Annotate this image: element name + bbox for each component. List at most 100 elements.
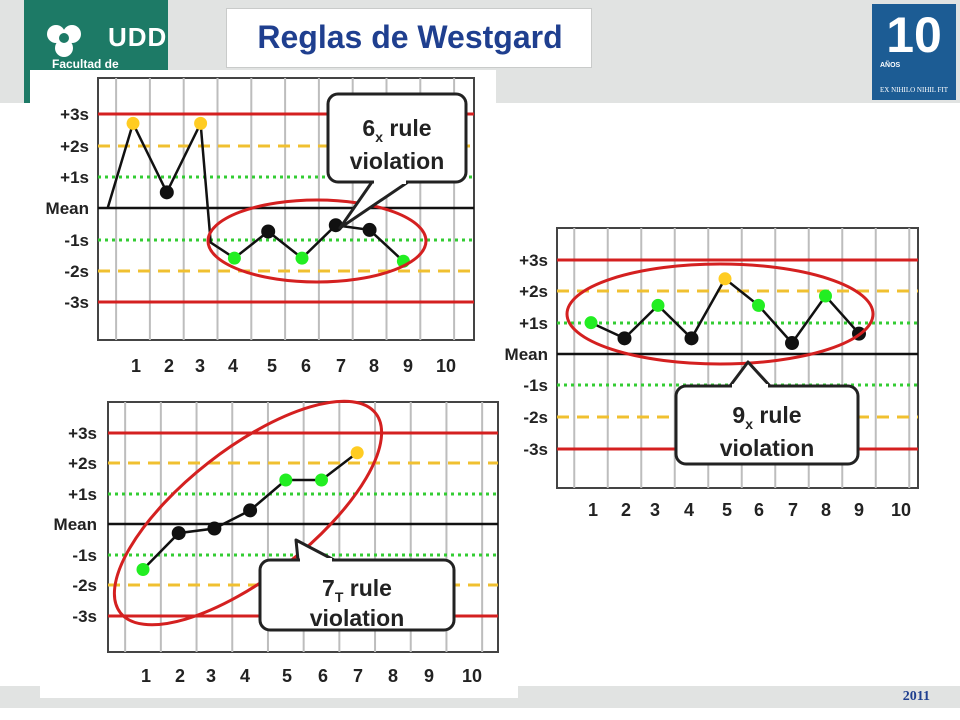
chart-7t-x-label: 8 bbox=[388, 666, 398, 686]
chart-9x-y-label: +3s bbox=[519, 251, 548, 270]
chart-9x-y-label: +2s bbox=[519, 282, 548, 301]
chart-6x-x-label: 4 bbox=[228, 356, 238, 376]
footer-year: 2011 bbox=[902, 689, 930, 704]
chart-6x-x-label: 5 bbox=[267, 356, 277, 376]
chart-6x-data-point bbox=[227, 251, 241, 265]
chart-9x-y-label: Mean bbox=[505, 345, 548, 364]
chart-7t-y-label: -1s bbox=[72, 546, 97, 565]
chart-7t-callout-line1: 7T rule bbox=[322, 575, 392, 605]
chart-9x-y-label: -1s bbox=[523, 376, 548, 395]
chart-6x-data-point bbox=[295, 251, 309, 265]
anniversary-number: 10 bbox=[886, 7, 942, 63]
logo-text: UDD bbox=[108, 22, 168, 52]
chart-7t-x-label: 4 bbox=[240, 666, 250, 686]
chart-9x-callout-rule-word: rule bbox=[753, 402, 802, 428]
udd-emblem-icon bbox=[47, 25, 81, 57]
chart-6x-x-label: 2 bbox=[164, 356, 174, 376]
chart-9x-data-point bbox=[617, 331, 632, 346]
chart-7t-data-point bbox=[136, 563, 150, 576]
chart-9x-x-label: 9 bbox=[854, 500, 864, 520]
chart-6x-x-label: 7 bbox=[336, 356, 346, 376]
chart-9x-violation-ellipse bbox=[565, 262, 875, 366]
chart-9x-data-point bbox=[584, 316, 598, 330]
chart-6x-callout-line2: violation bbox=[350, 148, 445, 174]
chart-9x-x-label: 8 bbox=[821, 500, 831, 520]
chart-6x-y-label: -2s bbox=[64, 262, 89, 281]
anniversary-word: AÑOS bbox=[880, 62, 901, 69]
chart-6x-y-label: -3s bbox=[64, 293, 89, 312]
chart-6x-data-point bbox=[126, 116, 140, 130]
chart-9x-data-point bbox=[684, 331, 699, 346]
chart-6x-y-label: +3s bbox=[60, 105, 89, 124]
chart-7t-y-label: Mean bbox=[54, 515, 97, 534]
chart-9x-callout: 9x rule violation bbox=[674, 360, 860, 466]
chart-6x-x-label: 1 bbox=[131, 356, 141, 376]
chart-6x-x-label: 6 bbox=[301, 356, 311, 376]
chart-9x-x-label: 10 bbox=[891, 500, 911, 520]
chart-7t-callout-rule-sub: T bbox=[335, 589, 344, 605]
chart-9x-data-point bbox=[785, 336, 799, 351]
chart-6x-y-label: +2s bbox=[60, 137, 89, 156]
chart-7t-x-label: 10 bbox=[462, 666, 482, 686]
chart-7t-y-label: +2s bbox=[68, 454, 97, 473]
chart-6x-data-point bbox=[362, 222, 377, 237]
chart-6x-y-label: +1s bbox=[60, 168, 89, 187]
chart-7t-x-label: 1 bbox=[141, 666, 151, 686]
chart-7t-x-label: 2 bbox=[175, 666, 185, 686]
chart-6x-callout: 6x rule violation bbox=[326, 92, 468, 230]
chart-6x-x-label: 8 bbox=[369, 356, 379, 376]
chart-7t-y-label: -3s bbox=[72, 607, 97, 626]
chart-6x-x-label: 9 bbox=[403, 356, 413, 376]
chart-7t-x-label: 6 bbox=[318, 666, 328, 686]
chart-7t-x-label: 5 bbox=[282, 666, 292, 686]
chart-9x-x-label: 1 bbox=[588, 500, 598, 520]
chart-9x-data-point bbox=[718, 272, 732, 286]
chart-7t-callout-rule-word: rule bbox=[343, 575, 392, 601]
chart-9x-y-label: -2s bbox=[523, 408, 548, 427]
chart-6x-x-label: 10 bbox=[436, 356, 456, 376]
chart-7t-y-label: +3s bbox=[68, 424, 97, 443]
chart-9x-x-label: 7 bbox=[788, 500, 798, 520]
chart-9x-x-label: 5 bbox=[722, 500, 732, 520]
chart-9x-y-label: +1s bbox=[519, 314, 548, 333]
chart-7t-data-point bbox=[207, 521, 222, 536]
chart-7t-data-point bbox=[315, 473, 328, 487]
anniversary-motto: EX NIHILO NIHIL FIT bbox=[880, 86, 948, 94]
chart-7t-data-point bbox=[350, 446, 364, 460]
page-title: Reglas de Westgard bbox=[257, 19, 563, 55]
title-box: Reglas de Westgard bbox=[226, 8, 592, 68]
chart-9x-x-label: 3 bbox=[650, 500, 660, 520]
chart-9x-x-label: 2 bbox=[621, 500, 631, 520]
chart-7t-data-point bbox=[171, 526, 186, 541]
chart-7t-callout-box bbox=[258, 558, 456, 632]
chart-6x-callout-line1: 6x rule bbox=[362, 115, 431, 145]
chart-7t-x-label: 9 bbox=[424, 666, 434, 686]
chart-6x-x-label: 3 bbox=[195, 356, 205, 376]
chart-7t-callout-line2: violation bbox=[310, 605, 405, 631]
chart-6x-callout-rule-number: 6 bbox=[362, 115, 375, 141]
chart-7t-callout-rule-number: 7 bbox=[322, 575, 335, 601]
chart-9x-x-label: 6 bbox=[754, 500, 764, 520]
chart-9x-data-point bbox=[651, 298, 665, 312]
chart-6x-callout-rule-word: rule bbox=[383, 115, 432, 141]
chart-6x-data-point bbox=[194, 116, 208, 130]
chart-9x-callout-rule-number: 9 bbox=[732, 402, 745, 428]
chart-7t-data-point bbox=[279, 473, 293, 487]
chart-9x-callout-line1: 9x rule bbox=[732, 402, 801, 432]
chart-9x-data-point bbox=[752, 298, 765, 312]
chart-7t-data-point bbox=[243, 503, 258, 518]
chart-9x-x-label: 4 bbox=[684, 500, 694, 520]
chart-9x-callout-line2: violation bbox=[720, 435, 815, 461]
chart-9x-y-label: -3s bbox=[523, 440, 548, 459]
anniversary-logo: 10 AÑOS EX NIHILO NIHIL FIT bbox=[872, 4, 956, 100]
chart-6x-callout-rule-sub: x bbox=[375, 129, 383, 145]
chart-7t-y-label: -2s bbox=[72, 576, 97, 595]
chart-6x-y-label: Mean bbox=[46, 199, 89, 218]
chart-6x-y-label: -1s bbox=[64, 231, 89, 250]
chart-7t-y-label: +1s bbox=[68, 485, 97, 504]
